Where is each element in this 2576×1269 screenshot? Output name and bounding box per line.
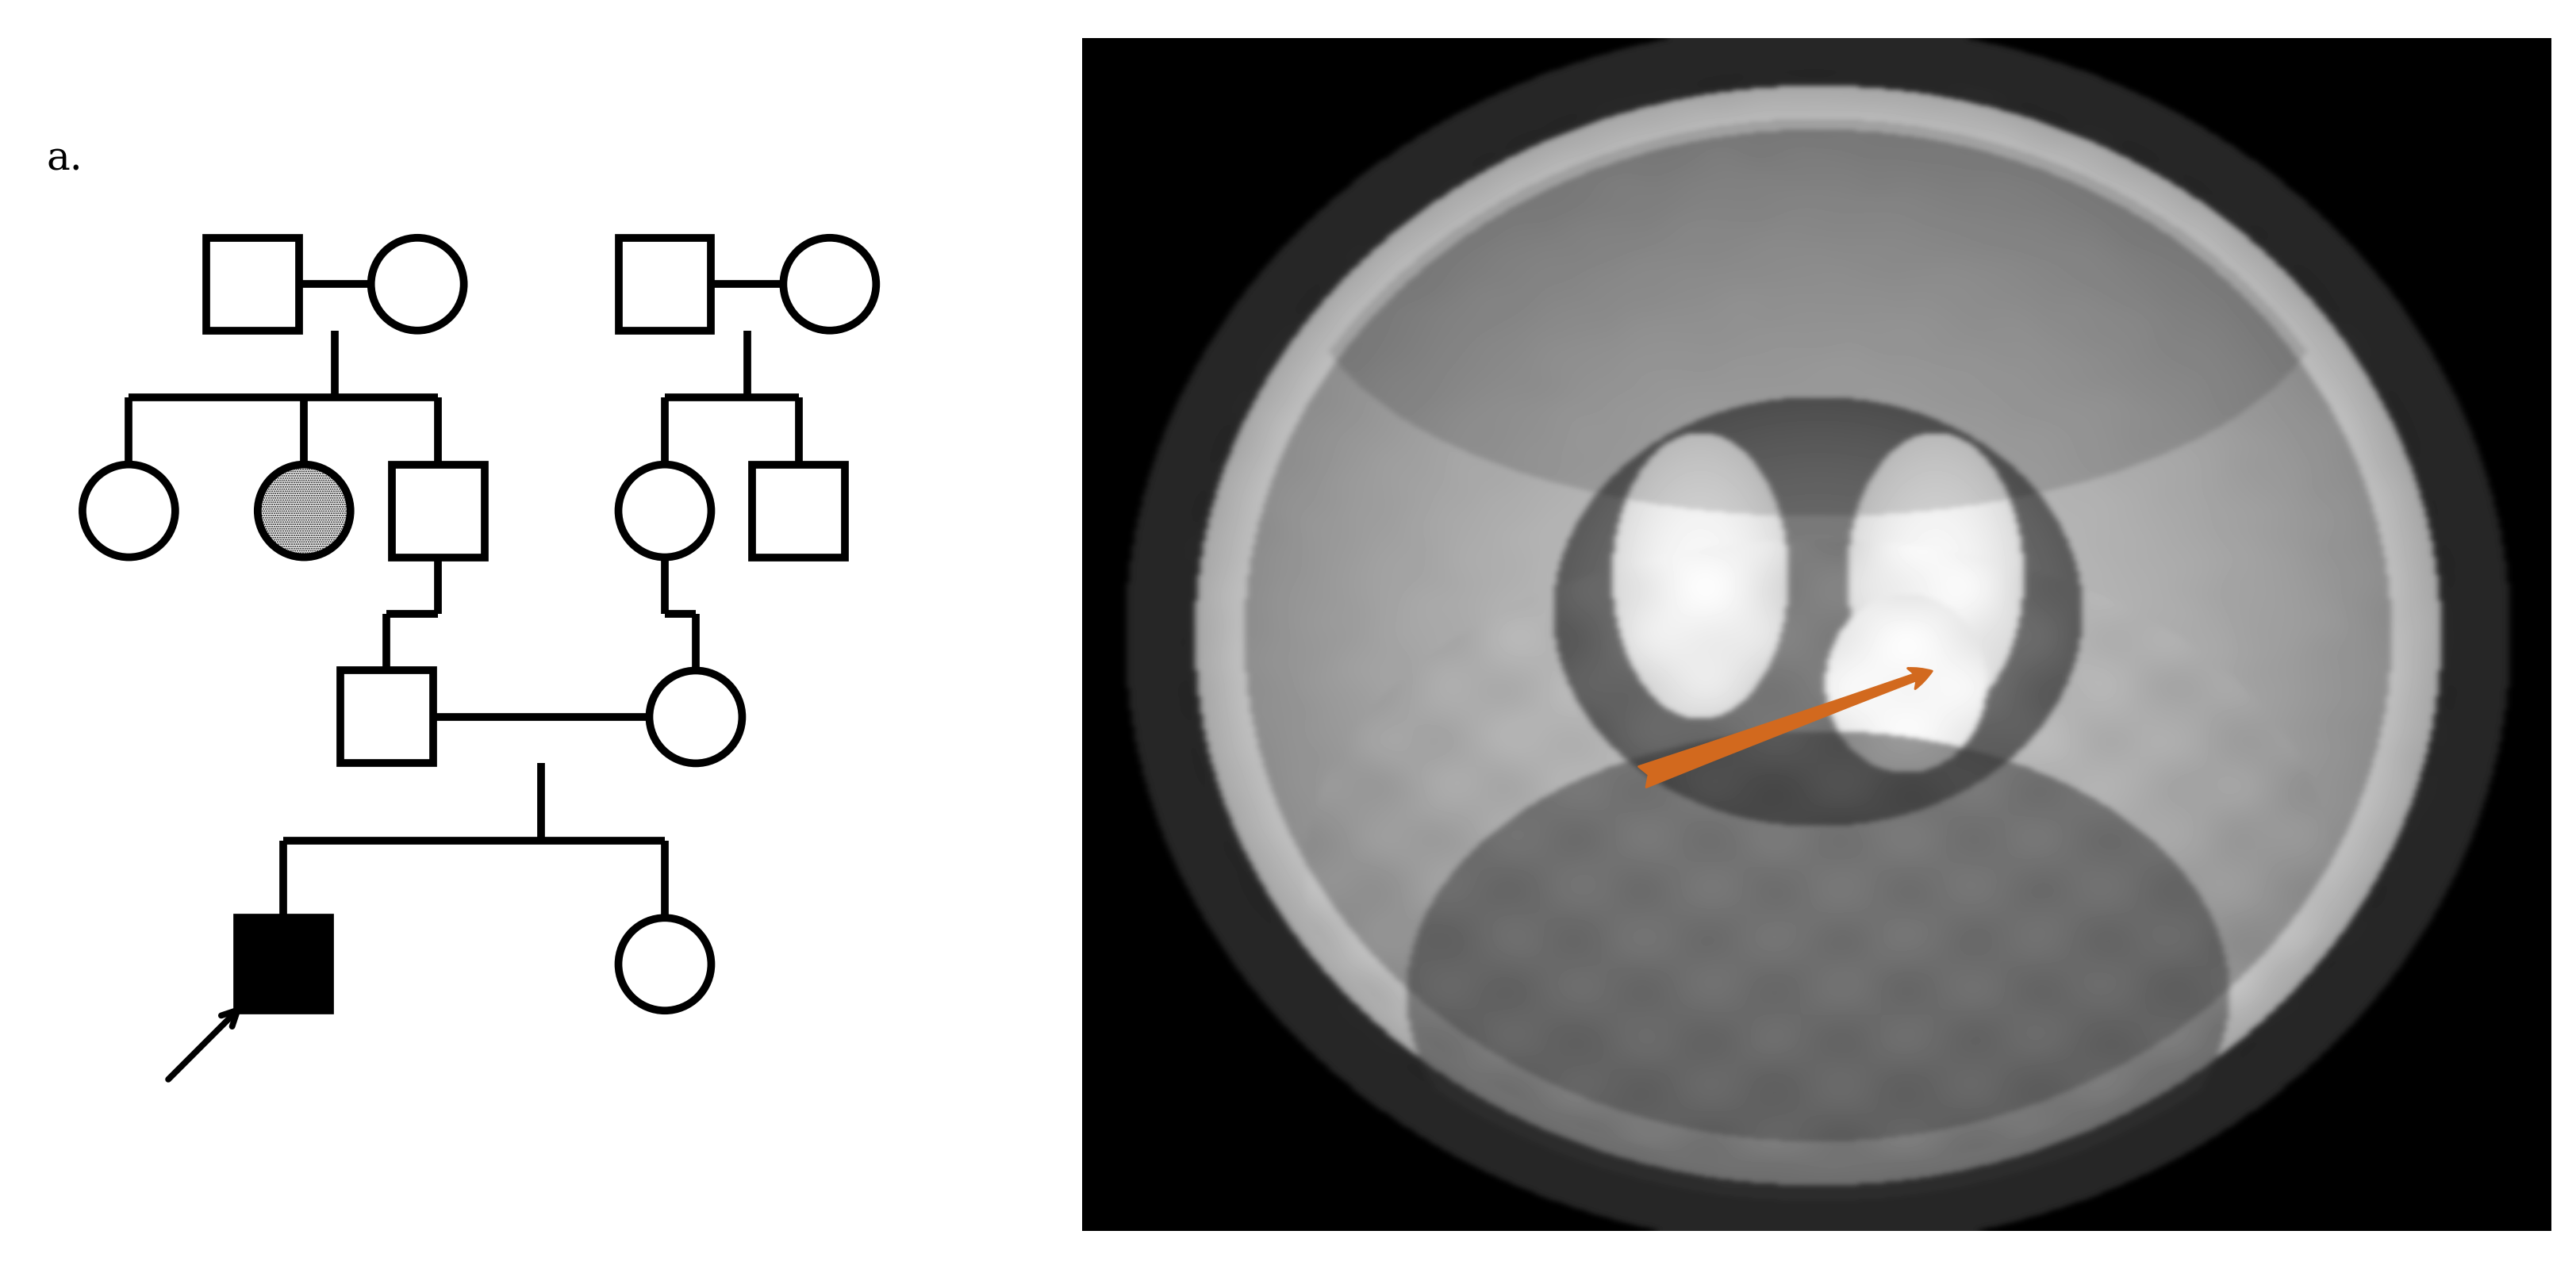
Bar xyxy=(340,670,433,764)
Circle shape xyxy=(783,237,876,330)
Text: b.: b. xyxy=(1139,63,1177,103)
Circle shape xyxy=(258,464,350,557)
Bar xyxy=(618,237,711,330)
Circle shape xyxy=(82,464,175,557)
Bar xyxy=(206,237,299,330)
Text: a.: a. xyxy=(46,140,82,179)
Bar xyxy=(392,464,484,557)
Circle shape xyxy=(618,464,711,557)
Circle shape xyxy=(371,237,464,330)
Circle shape xyxy=(649,670,742,764)
Bar xyxy=(752,464,845,557)
Bar xyxy=(237,917,330,1010)
Circle shape xyxy=(618,917,711,1010)
